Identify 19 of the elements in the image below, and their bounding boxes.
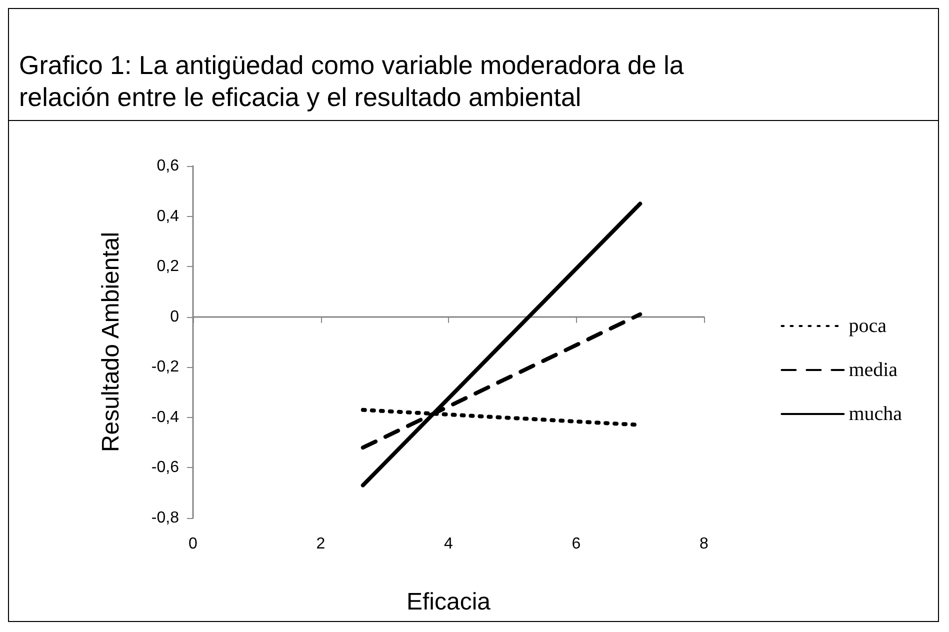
y-tick-label: -0,4 xyxy=(151,408,180,426)
y-tick-label: -0,8 xyxy=(151,510,180,526)
y-tick-label: -0,6 xyxy=(151,459,180,476)
y-tick-label: 0,2 xyxy=(156,258,180,276)
legend-label: media xyxy=(848,359,898,381)
y-tick-label: 0,6 xyxy=(156,158,180,174)
y-tick-label: -0,2 xyxy=(151,358,180,376)
x-tick-label: 0 xyxy=(188,536,198,552)
y-tick-label: 0 xyxy=(170,308,180,326)
y-tick-label: 0,4 xyxy=(156,208,180,225)
x-tick-label: 6 xyxy=(572,536,581,552)
x-axis-title: Eficacia xyxy=(406,588,492,616)
x-tick-label: 2 xyxy=(316,536,326,552)
x-tick-label: 8 xyxy=(700,536,709,552)
x-tick-label: 4 xyxy=(444,536,454,552)
y-axis-title: Resultado Ambiental xyxy=(98,232,124,452)
legend-label: poca xyxy=(848,315,887,337)
chart-title: Grafico 1: La antigüedad como variable moderadora de la relación entre le eficacia y el resultado ambiental xyxy=(9,9,938,121)
legend-label: mucha xyxy=(848,403,902,425)
